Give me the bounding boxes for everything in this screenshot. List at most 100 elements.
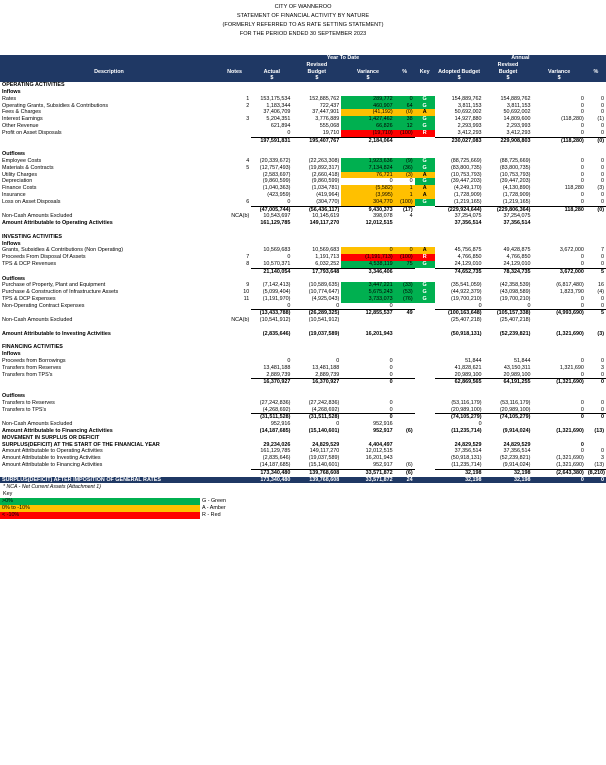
cell-annual-revised-budget: (10,753,793) xyxy=(499,171,531,178)
cell-variance: 0 xyxy=(389,399,393,406)
cell-note: NCA(b) xyxy=(231,213,250,220)
cell-key xyxy=(414,476,435,484)
cell-variance: 3,447,221 xyxy=(341,282,395,290)
cell-note: 2 xyxy=(246,102,250,109)
cell-annual-revised-budget: 24,129,010 xyxy=(503,260,531,267)
cell-annual-variance-pct: 0 xyxy=(585,378,606,387)
row-label: Finance Costs xyxy=(2,185,37,192)
row-label: Transfers from Reserves xyxy=(2,364,62,371)
row-label: TPS & DCP Expenses xyxy=(2,295,56,302)
cell-actual: 37,406,709 xyxy=(263,109,291,116)
table-row: Transfers from Reserves 13,481,188 13,481,… xyxy=(0,365,606,372)
cell-adopted-budget: 14,927,880 xyxy=(454,116,482,123)
cell-annual-revised-budget: 50,692,002 xyxy=(503,109,531,116)
currency-label: $ xyxy=(292,75,342,83)
cell-note: 8 xyxy=(246,261,250,268)
cell-actual: 10,543,697 xyxy=(263,213,291,220)
cell-variance-pct xyxy=(395,372,415,379)
key-legend-row: >0% G - Green xyxy=(0,498,228,506)
row-label: Operating Grants, Subsidies & Contributi… xyxy=(2,102,109,109)
cell-annual-variance-pct: 0 xyxy=(601,157,604,164)
cell-annual-variance-pct: 0 xyxy=(601,302,604,309)
cell-note xyxy=(218,455,251,462)
cell-variance-pct: 0 xyxy=(409,178,413,185)
cell-annual-variance: 118,280 xyxy=(564,185,584,192)
row-label: Loss on Asset Disposals xyxy=(2,198,61,205)
cell-variance-pct xyxy=(395,331,415,338)
key-label: R - Red xyxy=(202,512,221,519)
cell-actual: 0 xyxy=(287,302,291,309)
cell-variance: 952,916 xyxy=(373,421,393,428)
cell-key xyxy=(415,379,435,386)
cell-variance: 16,201,943 xyxy=(365,330,393,337)
cell-adopted-budget: 3,811,153 xyxy=(457,102,482,109)
cell-note xyxy=(217,476,252,484)
cell-revised-budget: 0 xyxy=(336,421,340,428)
cell-revised-budget: 139,768,608 xyxy=(292,468,342,477)
cell-variance-pct: 1 xyxy=(394,191,415,199)
cell-key: R xyxy=(414,129,435,138)
cell-actual: (12,757,493) xyxy=(259,164,291,171)
table-row: Materials & Contracts 5 (12,757,493) (19,89… xyxy=(0,164,606,172)
row-label: Amount Attributable to Operating Activit… xyxy=(2,220,113,227)
cell-note xyxy=(218,268,251,275)
subsection-title: Outflows xyxy=(2,393,26,400)
cell-variance-pct xyxy=(395,220,415,227)
cell-key: G xyxy=(414,260,435,269)
cell-actual: (423,959) xyxy=(267,191,291,198)
cell-variance-pct xyxy=(394,413,415,422)
section-header-row: OPERATING ACTIVITIES xyxy=(0,82,606,89)
cell-note xyxy=(218,442,251,449)
cell-variance: 3,733,073 xyxy=(341,295,395,303)
ytd-group-header: Year To Date xyxy=(251,55,435,62)
key-swatch: < -10% xyxy=(0,512,200,520)
cell-adopted-budget: 24,129,010 xyxy=(454,260,482,267)
cell-annual-revised-budget: 4,766,850 xyxy=(506,254,531,261)
cell-note xyxy=(218,358,251,365)
subsection-title: Outflows xyxy=(2,275,26,282)
table-body: OPERATING ACTIVITIES Inflows Rates 1 153,175… xyxy=(0,82,606,484)
cell-note xyxy=(218,220,251,227)
cell-adopted-budget: (50,918,131) xyxy=(450,330,482,337)
cell-annual-revised-budget: 51,844 xyxy=(513,358,531,365)
cell-annual-variance-pct xyxy=(586,213,606,220)
report-title: STATEMENT OF FINANCIAL ACTIVITY BY NATUR… xyxy=(236,13,370,19)
cell-variance: (41,192) xyxy=(341,109,395,117)
cell-annual-variance-pct: (0) xyxy=(585,136,606,145)
cell-annual-revised-budget: (1,728,909) xyxy=(502,191,531,198)
cell-adopted-budget: (20,989,100) xyxy=(450,406,482,413)
key-legend-row: < -10% R - Red xyxy=(0,512,228,520)
cell-annual-revised-budget: (20,989,100) xyxy=(499,406,531,413)
cell-adopted-budget: (39,447,203) xyxy=(450,178,482,185)
cell-variance: 1,427,462 xyxy=(341,116,395,123)
cell-adopted-budget: 37,356,514 xyxy=(454,448,482,455)
report-header: CITY OF WANNEROO STATEMENT OF FINANCIAL … xyxy=(0,0,606,55)
cell-annual-variance-pct: 5 xyxy=(585,267,606,276)
cell-adopted-budget: 62,869,565 xyxy=(434,378,484,387)
cell-variance-pct: (6) xyxy=(406,462,413,469)
currency-label: $ xyxy=(341,75,395,83)
cell-annual-variance-pct: 0 xyxy=(601,295,604,302)
cell-actual: (1,191,970) xyxy=(262,295,291,302)
cell-annual-revised-budget: 43,150,311 xyxy=(503,364,531,371)
cell-variance-pct xyxy=(395,442,415,449)
cell-key xyxy=(415,421,435,428)
cell-adopted-budget: 74,652,735 xyxy=(434,267,484,276)
row-label: Non-Operating Contract Expenses xyxy=(2,302,85,309)
cell-variance-pct: 1 xyxy=(394,185,415,192)
cell-annual-revised-budget: (19,700,210) xyxy=(499,295,531,302)
cell-note xyxy=(218,172,251,179)
table-row: Amount Attributable to Financing Activit… xyxy=(0,462,606,469)
cell-variance-pct xyxy=(395,407,415,414)
cell-variance-pct xyxy=(394,136,415,145)
cell-variance-pct: 75 xyxy=(394,260,415,269)
cell-adopted-budget: 41,828,621 xyxy=(454,364,482,371)
cell-annual-variance: 0 xyxy=(580,358,584,365)
subtotal-row: SURPLUS(DEFICIT) AT THE START OF THE FIN… xyxy=(0,442,606,449)
cell-annual-variance: 0 xyxy=(580,164,584,171)
cell-variance-pct xyxy=(395,455,415,462)
row-label: Interest Earnings xyxy=(2,116,43,123)
row-label: Purchase of Property, Plant and Equipmen… xyxy=(2,282,106,289)
row-label xyxy=(0,137,218,144)
cell-variance: 0 xyxy=(389,358,393,365)
